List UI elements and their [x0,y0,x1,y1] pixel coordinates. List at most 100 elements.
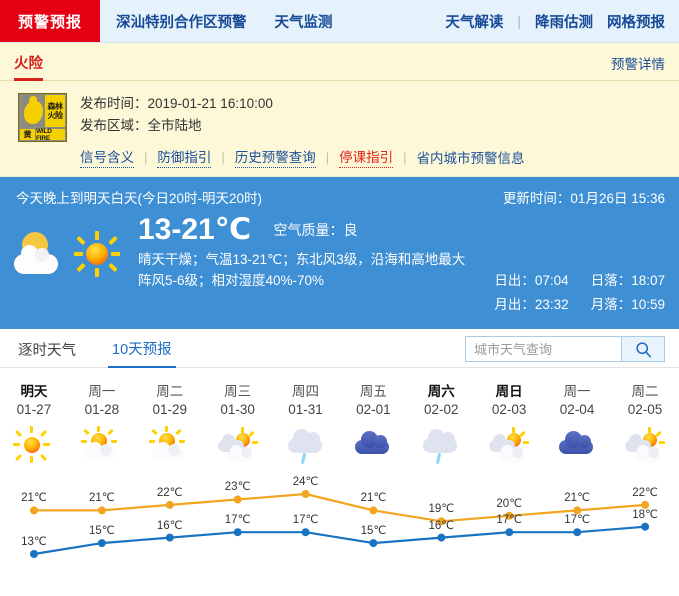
icon-title-block: 森林 火险 [45,95,65,127]
warning-tab-fire[interactable]: 火险 [14,52,43,81]
forecast-weather-icon [136,423,204,469]
sun-ray [95,231,99,240]
temperature-label: 22℃ [632,486,658,499]
forecast-column[interactable]: 周四 [272,376,340,402]
forecast-column[interactable]: 周日 [475,376,543,402]
warning-tab-row: 火险 预警详情 [0,43,679,81]
sunrise-time: 日出：07:04 [494,273,569,288]
warning-detail-link[interactable]: 预警详情 [611,57,665,72]
warning-links-row: 信号含义 | 防御指引 | 历史预警查询 | 停课指引 | 省内城市预警信息 [80,146,525,168]
raindrop [436,452,442,465]
nav-link-shenshan[interactable]: 深汕特别合作区预警 [116,14,247,31]
forecast-weather-icon [407,423,475,469]
forecast-column [136,423,204,469]
temperature-point [233,528,242,537]
forecast-column[interactable]: 周一 [68,376,136,402]
forecast-day-label: 明天 [20,384,48,399]
raindrop [300,452,306,465]
flame-icon [24,101,43,124]
sun-ray [108,235,118,246]
temperature-label: 16℃ [428,519,455,532]
icon-title-line1: 森林 [47,102,64,111]
temperature-point [573,506,582,515]
temperature-label: 23℃ [224,481,251,494]
temperature-point [301,528,310,537]
forecast-column: 02-05 [611,402,679,423]
forecast-date-label: 02-03 [491,402,527,417]
temperature-label: 22℃ [156,486,183,499]
temperature-label: 21℃ [88,492,115,505]
nav-link-interpretation[interactable]: 天气解读 [445,14,504,31]
forecast-day-label: 周二 [631,384,659,399]
sun-moon-times: 日出：07:04 日落：18:07 月出：23:32 月落：10:59 [494,269,665,317]
nav-right-links: 天气解读 | 降雨估测 网格预报 [445,0,679,42]
temperature-point [641,500,650,509]
forecast-column [0,423,68,469]
forecast-date-label: 02-05 [627,402,663,417]
temperature-label: 21℃ [21,492,47,505]
forecast-column[interactable]: 周五 [339,376,407,402]
sun-ray [76,235,86,246]
forecast-column: 02-03 [475,402,543,423]
tab-ten-day-forecast[interactable]: 10天预报 [108,338,176,368]
icon-flame-bg [20,95,45,127]
tab-hourly-weather[interactable]: 逐时天气 [18,343,76,359]
nav-left-links: 深汕特别合作区预警 天气监测 [100,0,333,42]
forecast-column: 02-02 [407,402,475,423]
warning-link-signal-meaning[interactable]: 信号含义 [80,146,134,168]
today-header-row: 今天晚上到明天白天(今日20时-明天20时) 更新时间：01月26日 15:36 [0,177,679,207]
sun-ray [95,268,99,277]
weather-icon-cloud-sun [624,426,666,466]
forecast-column: 01-30 [204,402,272,423]
temperature-label: 24℃ [292,476,319,488]
forecast-column[interactable]: 周一 [543,376,611,402]
nav-link-rainfall[interactable]: 降雨估测 [535,14,593,31]
forecast-column[interactable]: 周三 [204,376,272,402]
forecast-column[interactable]: 周二 [136,376,204,402]
forecast-column [611,423,679,469]
forecast-date-label: 01-30 [220,402,255,417]
forecast-column[interactable]: 周六 [407,376,475,402]
forecast-date-label: 02-04 [559,402,595,417]
sun-ray [14,453,22,462]
sun-ray [12,443,20,446]
temperature-point [165,533,174,542]
nav-link-monitoring[interactable]: 天气监测 [274,14,333,31]
temperature-point [437,517,446,526]
sun-times-row: 日出：07:04 日落：18:07 [494,269,665,293]
forecast-weather-icon [0,423,68,469]
weather-icon-overcast [556,426,598,466]
forecast-column[interactable]: 明天 [0,376,68,402]
warning-issue-time: 发布时间：2019-01-21 16:10:00 [80,96,273,111]
temperature-point [97,506,106,515]
search-icon [635,341,651,357]
search-input[interactable] [465,336,621,362]
warning-link-defense-guide[interactable]: 防御指引 [157,146,212,168]
temperature-label: 19℃ [428,503,455,516]
forecast-day-label: 周一 [563,384,591,399]
forecast-day-label: 周五 [359,384,387,399]
forecast-date-label: 01-27 [16,402,52,417]
warning-link-history-query[interactable]: 历史预警查询 [234,146,316,168]
forecast-column[interactable]: 周二 [611,376,679,402]
temperature-point [30,550,38,558]
search-button[interactable] [621,336,665,362]
forecast-column [407,423,475,469]
warning-link-class-suspension[interactable]: 停课指引 [339,146,394,168]
temperature-label: 20℃ [496,497,523,510]
moonrise-time: 月出：23:32 [494,297,569,312]
nav-tab-active[interactable]: 预警预报 [0,0,100,42]
forecast-column: 01-29 [136,402,204,423]
forecast-weather-icon [68,423,136,469]
forecast-day-label: 周三 [224,384,252,399]
city-search [465,336,665,362]
weather-icon-overcast [352,426,394,466]
nav-separator: | [517,13,521,29]
temperature-label: 17℃ [496,514,523,527]
forest-fire-warning-icon: 森林 火险 黄 WILD FIRE [18,93,67,142]
forecast-day-label: 周一 [88,384,116,399]
warning-link-province-warnings[interactable]: 省内城市预警信息 [416,150,525,166]
nav-link-grid-forecast[interactable]: 网格预报 [607,14,665,31]
temperature-label: 17℃ [292,514,319,527]
temperature-label: 15℃ [88,525,115,538]
